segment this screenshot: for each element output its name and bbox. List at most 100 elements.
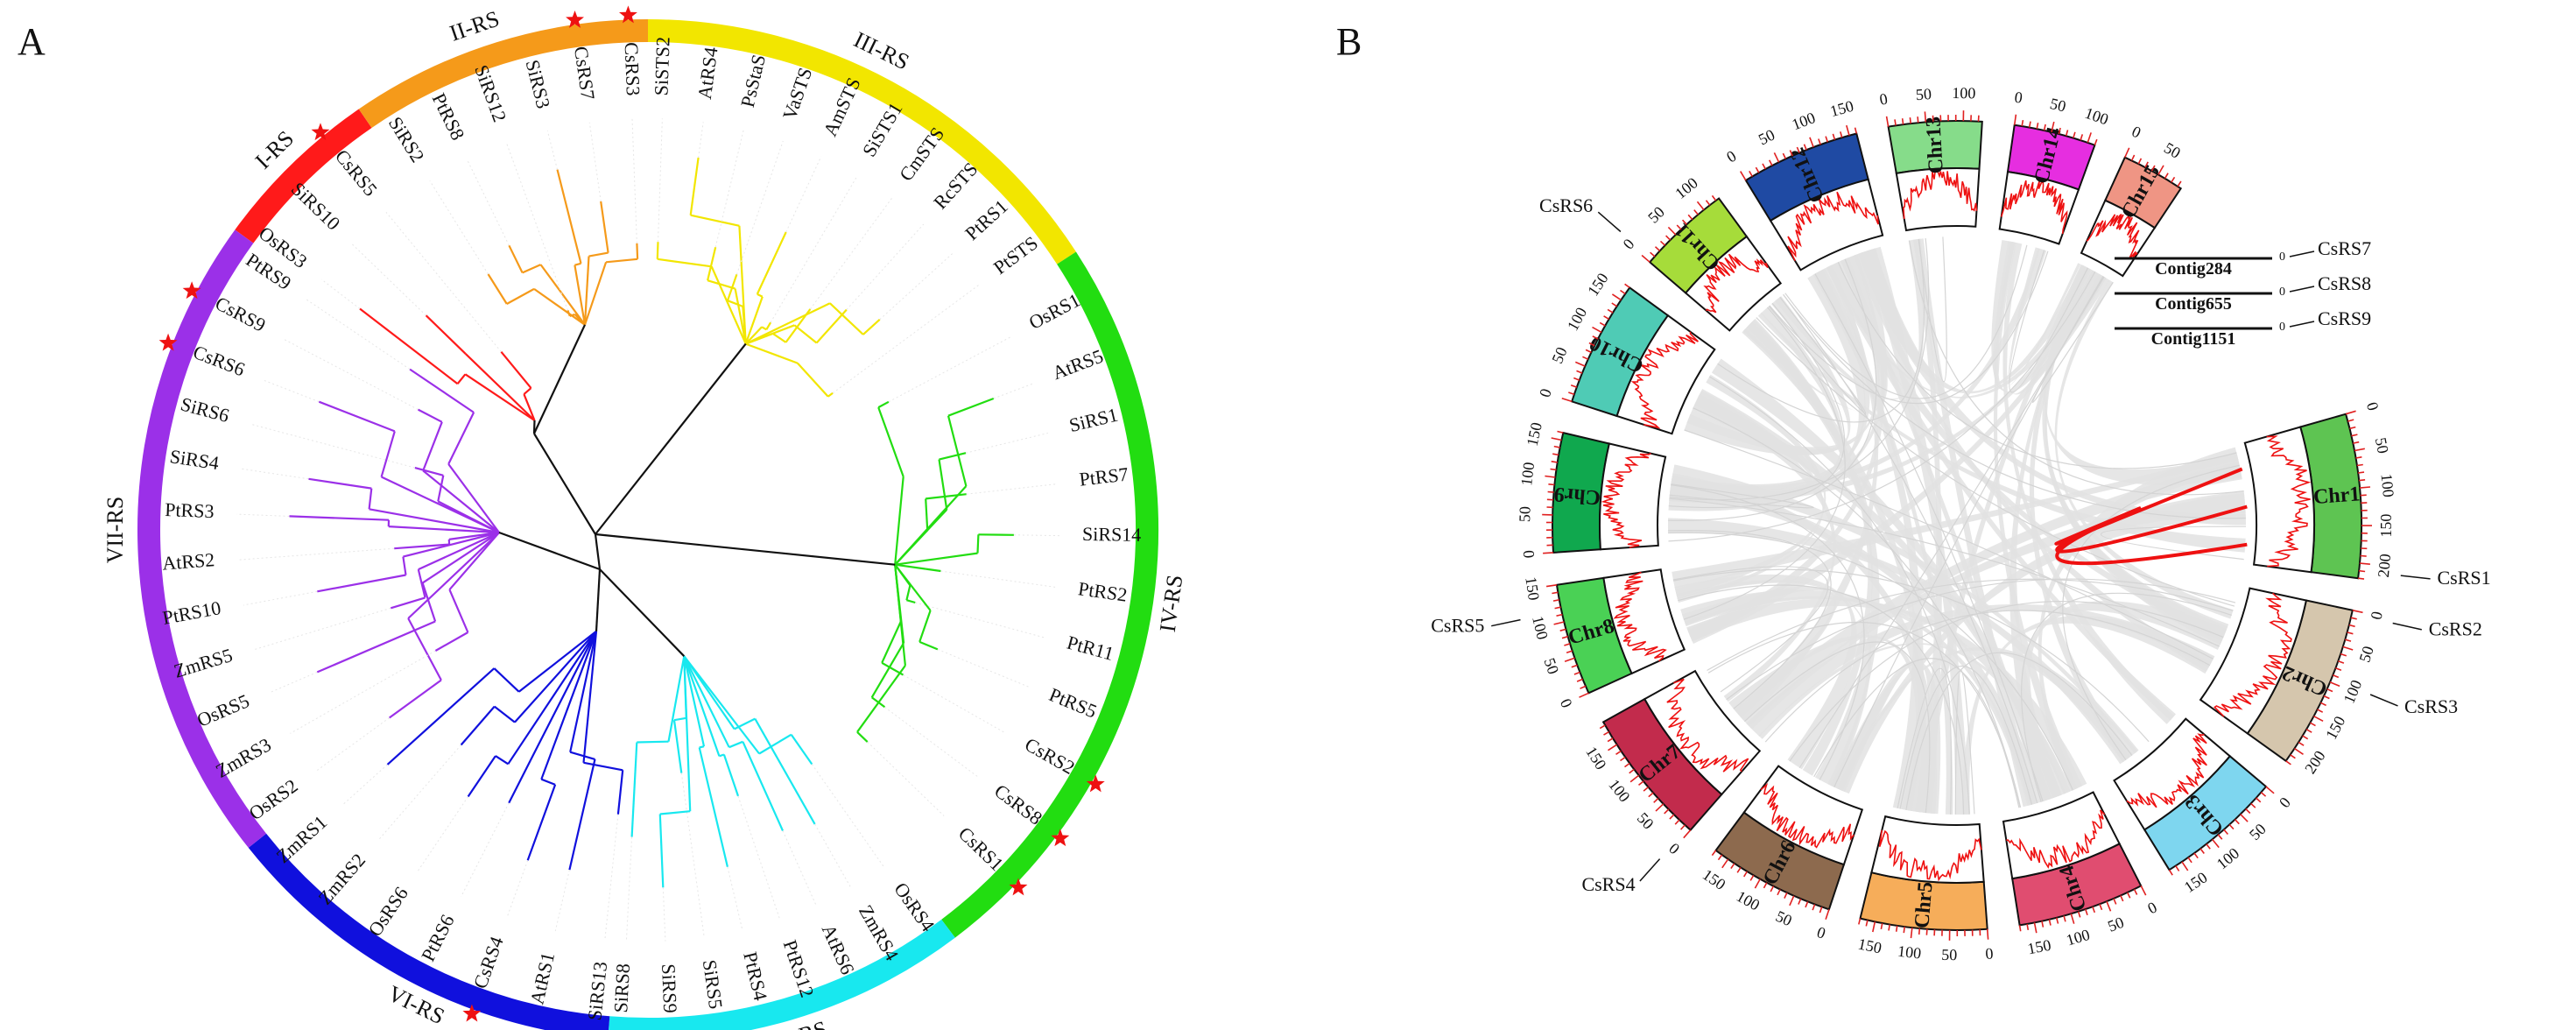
tree-branch: [754, 718, 816, 825]
leaf-guide: [270, 671, 318, 694]
tree-branch: [894, 564, 932, 611]
tree-branch: [539, 264, 586, 326]
tick-mark: [1680, 824, 1686, 830]
tick-label: 150: [1582, 744, 1609, 773]
leaf-label: SiRS14: [1082, 523, 1142, 546]
tick-mark: [2285, 760, 2291, 765]
tree-branch: [447, 412, 475, 465]
clade-arc-ii-rs: [358, 19, 649, 128]
tree-backbone: [498, 324, 896, 657]
tick-mark: [1648, 792, 1654, 798]
tick-mark: [2028, 121, 2031, 128]
gene-density-line: [1703, 253, 1769, 314]
leaf-label: SiRS13: [583, 961, 611, 1022]
tick-mark: [1599, 321, 1606, 327]
tree-branch: [522, 264, 541, 274]
tick-mark: [1749, 874, 1755, 881]
tick-mark: [2168, 869, 2173, 876]
tick-mark: [2359, 486, 2371, 489]
tree-branch: [905, 585, 911, 601]
tick-mark: [1705, 200, 1711, 206]
tick-mark: [2348, 624, 2355, 628]
tick-mark: [2360, 494, 2367, 497]
leaf-label: PsStaS: [736, 53, 770, 109]
tick-mark: [2329, 681, 2340, 688]
gene-position-labels: CsRS1 CsRS2 CsRS3 CsRS4 CsRS5 CsRS6: [1431, 194, 2490, 895]
leaf-guide: [965, 433, 1048, 454]
tree-branch: [862, 318, 881, 335]
tick-mark: [2340, 653, 2347, 657]
leaf-guide: [236, 513, 290, 517]
tick-mark: [2323, 695, 2330, 700]
leaf-guide: [341, 764, 388, 806]
tree-branch: [856, 731, 869, 743]
gene-density-line: [1666, 678, 1749, 772]
leaf-guide: [588, 122, 602, 201]
tree-branch: [745, 342, 799, 364]
tick-label: 50: [2048, 95, 2067, 116]
leaf-guide: [377, 744, 461, 842]
leaf-label: AtRS2: [161, 548, 215, 574]
tree-branch: [448, 589, 469, 633]
tick-mark: [1669, 814, 1675, 820]
tree-branch: [448, 532, 500, 590]
tick-label: 50: [1634, 809, 1658, 833]
gene-label: CsRS9: [2318, 307, 2371, 329]
leaf-label: PtSTS: [989, 232, 1042, 279]
leaf-label: OsRS2: [244, 774, 301, 824]
leaf-label: SiRS6: [179, 392, 232, 427]
synteny-ribbon: [1862, 246, 1969, 815]
tick-mark: [2126, 892, 2131, 899]
tick-mark: [2065, 130, 2069, 137]
contig-tick-label: 0: [2279, 250, 2285, 264]
tick-mark: [2305, 729, 2312, 733]
tree-branch: [540, 778, 556, 786]
tick-mark: [1659, 240, 1666, 246]
tick-mark: [2352, 610, 2363, 614]
tick-label: 50: [2372, 436, 2392, 455]
tick-mark: [1564, 657, 1575, 662]
leaf-label: PtRS5: [1046, 683, 1101, 723]
tick-mark: [2360, 554, 2367, 557]
tick-mark: [2319, 702, 2326, 707]
leaf-guide: [879, 252, 954, 321]
tick-mark: [1858, 918, 1862, 925]
tree-branch: [583, 256, 590, 325]
tick-mark: [1573, 377, 1580, 381]
gene-density-line: [2000, 180, 2068, 234]
synteny-link: [2021, 592, 2232, 802]
synteny-link: [1668, 258, 1877, 521]
tree-branch: [568, 758, 596, 871]
tick-mark: [1918, 928, 1921, 935]
leaf-guide: [290, 650, 436, 734]
leaf-label: PtRS6: [417, 911, 459, 964]
density-track-frame: [1602, 568, 1686, 675]
tick-mark: [1885, 116, 1890, 127]
tree-branch: [574, 262, 581, 266]
tree-branch: [417, 408, 443, 423]
tick-mark: [2164, 173, 2169, 180]
tick-mark: [2359, 569, 2366, 573]
tick-mark: [1607, 737, 1614, 743]
leaf-guide: [993, 383, 1033, 399]
synteny-link: [1783, 293, 2246, 519]
leaf-guide: [283, 338, 419, 411]
tree-branch: [600, 201, 609, 253]
tick-mark: [2351, 434, 2358, 437]
tick-mark: [1624, 283, 1630, 289]
tree-branch: [719, 753, 725, 758]
tick-mark: [2359, 562, 2370, 565]
tick-mark: [2130, 154, 2136, 161]
tick-mark: [1872, 921, 1876, 933]
tree-branch: [500, 351, 532, 389]
tick-mark: [1796, 146, 1800, 153]
synteny-link: [2062, 464, 2240, 761]
tick-label: 100: [2340, 677, 2366, 706]
tick-mark: [2051, 121, 2055, 132]
tick-mark: [1818, 138, 1821, 145]
synteny-link: [1684, 429, 2214, 660]
leaf-label: OsRS1: [1025, 289, 1084, 334]
tree-branch: [389, 679, 442, 719]
tick-mark: [2359, 479, 2366, 482]
tree-branch: [369, 508, 500, 534]
